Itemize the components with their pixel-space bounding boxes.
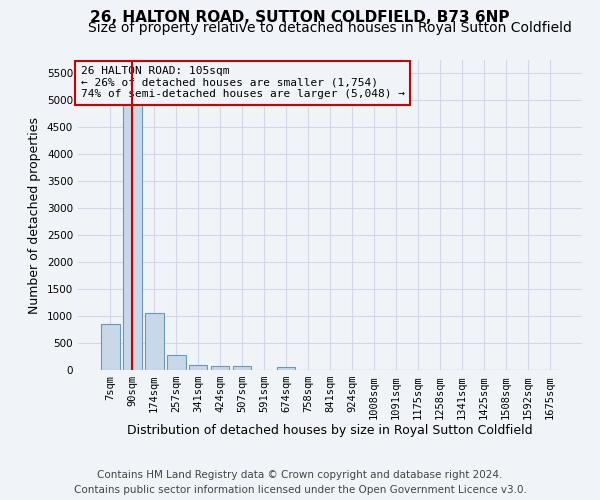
Title: Size of property relative to detached houses in Royal Sutton Coldfield: Size of property relative to detached ho… xyxy=(88,21,572,35)
Bar xyxy=(123,74,142,370)
Bar xyxy=(145,313,164,370)
Bar xyxy=(101,324,119,370)
Bar xyxy=(189,365,208,370)
Y-axis label: Number of detached properties: Number of detached properties xyxy=(28,116,41,314)
Text: 26 HALTON ROAD: 105sqm
← 26% of detached houses are smaller (1,754)
74% of semi-: 26 HALTON ROAD: 105sqm ← 26% of detached… xyxy=(80,66,404,100)
Bar xyxy=(211,366,229,370)
Text: 26, HALTON ROAD, SUTTON COLDFIELD, B73 6NP: 26, HALTON ROAD, SUTTON COLDFIELD, B73 6… xyxy=(90,10,510,25)
Text: Contains HM Land Registry data © Crown copyright and database right 2024.
Contai: Contains HM Land Registry data © Crown c… xyxy=(74,470,526,495)
Bar xyxy=(277,367,295,370)
X-axis label: Distribution of detached houses by size in Royal Sutton Coldfield: Distribution of detached houses by size … xyxy=(127,424,533,437)
Bar xyxy=(167,355,185,370)
Bar xyxy=(233,366,251,370)
